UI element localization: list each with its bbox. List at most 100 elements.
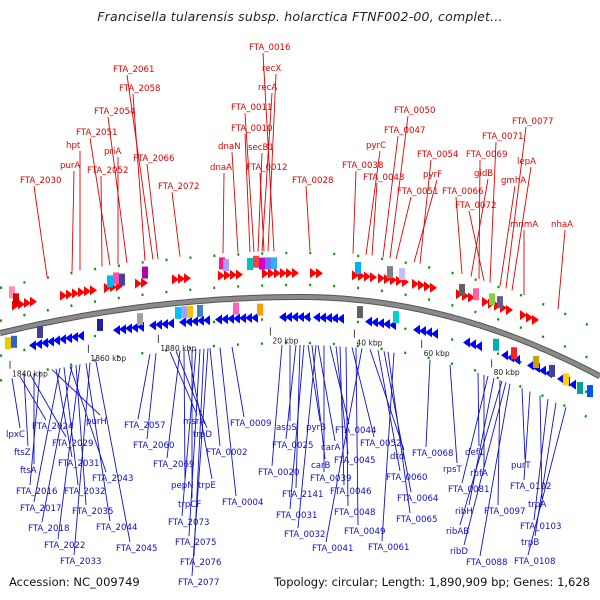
gene-label-top: FTA_0028 [292, 176, 333, 186]
gene-label-bottom: purH [86, 417, 107, 427]
reverse-gene [371, 317, 378, 328]
forward-gene [236, 269, 243, 280]
reverse-gene [285, 312, 292, 323]
feature-block [11, 335, 17, 348]
forward-gene [292, 268, 299, 279]
feature-block [459, 284, 465, 297]
bottom-leader-line [181, 349, 197, 517]
forward-gene [135, 278, 142, 289]
reverse-gene [377, 318, 384, 329]
reverse-gene [425, 327, 432, 338]
reverse-gene [313, 312, 320, 323]
bottom-leader-line [85, 363, 111, 522]
forward-gene [424, 281, 431, 292]
feature-block [393, 311, 399, 324]
gene-label-top: recA [258, 83, 277, 93]
gene-label-bottom: FTA_0002 [206, 448, 247, 458]
feature-block [563, 373, 569, 386]
top-leader-line [71, 170, 75, 272]
gene-label-bottom: ribD [450, 547, 468, 557]
gene-label-bottom: carB [311, 461, 331, 471]
gene-label-top: FTA_2030 [20, 176, 61, 186]
gene-label-bottom: FTA_0009 [230, 419, 271, 429]
gene-label-top: FTA_0016 [249, 43, 290, 53]
top-leader-line [262, 52, 275, 252]
bottom-leader-line [317, 345, 336, 442]
topology-text: Topology: circular; Length: 1,890,909 bp… [274, 575, 590, 589]
gene-label-bottom: trpB [521, 538, 539, 548]
top-leader-line [89, 137, 111, 266]
forward-gene [104, 283, 111, 294]
gene-label-top: recX [262, 64, 281, 74]
reverse-gene [501, 350, 508, 361]
forward-gene [430, 282, 437, 293]
gene-label-top: FTA_0071 [482, 132, 523, 142]
top-leader-line [261, 92, 273, 252]
gene-label-top: FTA_0047 [384, 126, 425, 136]
backbone [0, 295, 600, 379]
bottom-leader-line [73, 362, 91, 556]
forward-gene [60, 290, 67, 301]
bottom-leader-line [183, 350, 186, 480]
gene-label-bottom: FTA_0041 [312, 544, 353, 554]
bottom-leader-line [477, 372, 480, 447]
feature-block [511, 347, 517, 360]
bottom-leader-line [533, 399, 549, 521]
gene-label-top: FTA_2051 [76, 128, 117, 138]
gene-label-bottom: FTA_0031 [276, 511, 317, 521]
forward-gene [184, 273, 191, 284]
reverse-gene [245, 312, 252, 323]
forward-gene [378, 273, 385, 284]
gene-label-bottom: FTA_2043 [92, 474, 133, 484]
bottom-leader-line [325, 348, 363, 543]
forward-gene [141, 277, 148, 288]
gene-label-bottom: FTA_0081 [448, 485, 489, 495]
reverse-gene [365, 316, 372, 327]
reverse-gene [431, 328, 438, 339]
top-leader-line [231, 151, 239, 253]
bottom-leader-line [33, 367, 61, 503]
top-leader-line [259, 172, 265, 252]
gene-label-bottom: aspS [276, 423, 297, 433]
feature-block [265, 257, 271, 270]
gene-label-bottom: FTA_2141 [282, 490, 323, 500]
reverse-gene [59, 334, 66, 345]
reverse-gene [197, 315, 204, 326]
top-leader-line [146, 163, 159, 260]
gene-label-bottom: FTA_0068 [412, 449, 453, 459]
feature-block [587, 385, 593, 398]
forward-gene [24, 297, 31, 308]
feature-block [137, 313, 143, 326]
reverse-gene [125, 323, 132, 334]
reverse-gene [337, 313, 344, 324]
top-leader-line [419, 159, 432, 264]
top-leader-line [499, 185, 516, 287]
bottom-leader-line [329, 345, 350, 425]
feature-block [37, 326, 43, 339]
bottom-leader-line [307, 344, 321, 422]
feature-block [473, 288, 479, 301]
map-title: Francisella tularensis subsp. holarctica… [97, 9, 503, 24]
gene-label-bottom: carA [321, 443, 341, 453]
bottom-leader-line [521, 388, 526, 460]
gene-label-bottom: FTA_0049 [344, 527, 385, 537]
scale-tick-label: 80 kbp [494, 368, 520, 377]
bottom-leader-line [57, 364, 81, 540]
gene-label-bottom: FTA_0004 [222, 498, 263, 508]
reverse-gene [233, 313, 240, 324]
forward-gene [418, 280, 425, 291]
gene-label-bottom: FTA_2073 [168, 518, 209, 528]
gene-label-bottom: FTA_0108 [514, 557, 555, 567]
feature-block [107, 275, 113, 288]
gene-label-top: pyrC [366, 141, 386, 151]
reverse-gene [155, 319, 162, 330]
reverse-gene [221, 314, 228, 325]
feature-block [259, 257, 265, 270]
bottom-leader-line [523, 391, 531, 481]
bottom-leader-line [75, 364, 87, 506]
bottom-leader-line [449, 364, 458, 464]
reverse-gene [513, 354, 520, 365]
reverse-gene [227, 313, 234, 324]
feature-block [357, 306, 363, 319]
